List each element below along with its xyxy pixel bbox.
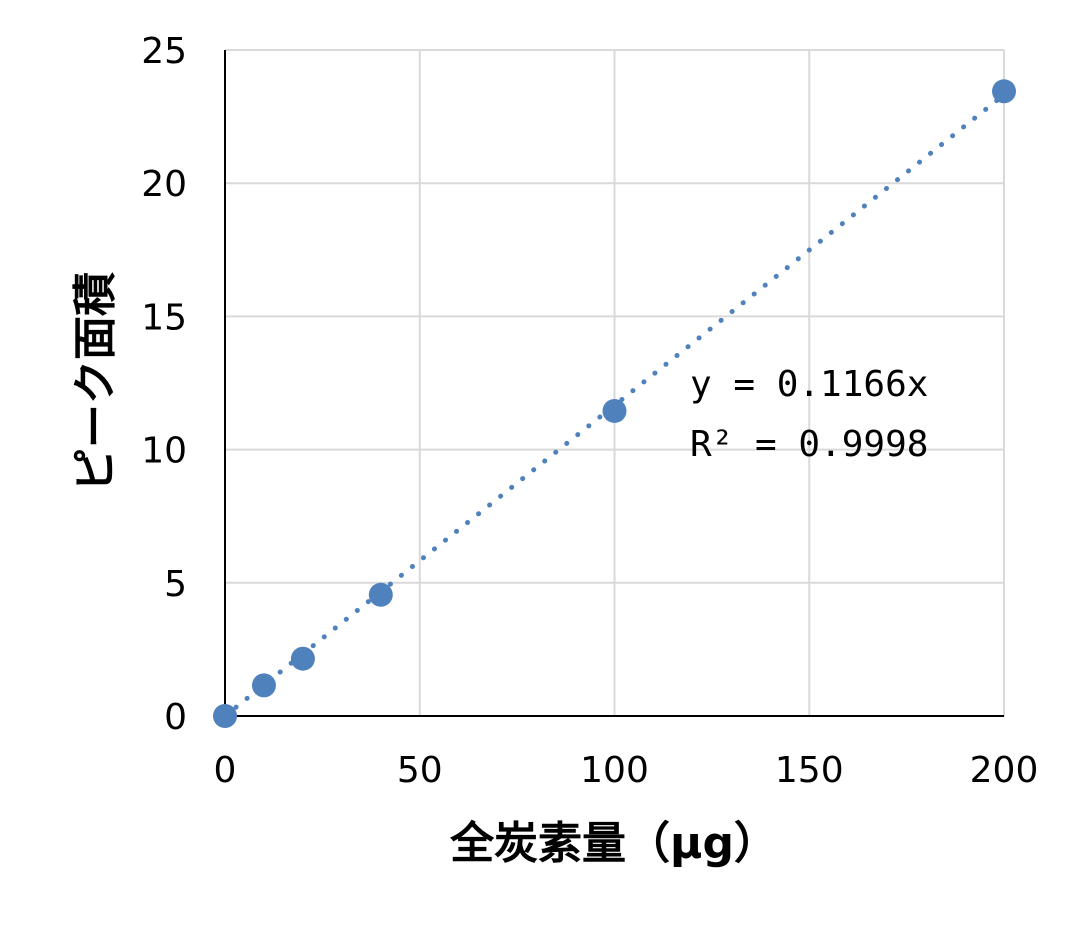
x-tick-labels: 0 50 100 150 200 <box>214 750 1039 791</box>
data-point <box>213 704 237 728</box>
data-point <box>251 673 276 698</box>
y-axis-title: ピーク面積 <box>70 272 121 492</box>
y-tick-label: 5 <box>164 564 187 605</box>
gridlines <box>225 49 1005 716</box>
trendline <box>222 92 1007 719</box>
data-point <box>602 398 627 423</box>
x-axis-title: 全炭素量（μg） <box>449 818 778 869</box>
data-points <box>213 79 1016 728</box>
x-tick-label: 100 <box>580 750 649 791</box>
data-point <box>290 646 315 671</box>
x-tick-label: 150 <box>775 750 844 791</box>
r-squared-label: R² = 0.9998 <box>690 424 928 465</box>
data-point <box>992 79 1016 104</box>
axes <box>224 50 1004 717</box>
x-tick-label: 0 <box>214 750 237 791</box>
equation-label: y = 0.1166x <box>690 364 928 405</box>
y-tick-label: 25 <box>141 31 187 72</box>
data-point <box>368 582 393 607</box>
trendline-group <box>222 92 1007 719</box>
y-tick-label: 15 <box>141 297 187 338</box>
x-tick-label: 50 <box>397 750 443 791</box>
y-tick-label: 10 <box>141 431 187 472</box>
x-tick-label: 200 <box>970 750 1039 791</box>
y-tick-label: 20 <box>141 164 187 205</box>
y-tick-labels: 0 5 10 15 20 25 <box>141 31 187 738</box>
y-tick-label: 0 <box>164 697 187 738</box>
